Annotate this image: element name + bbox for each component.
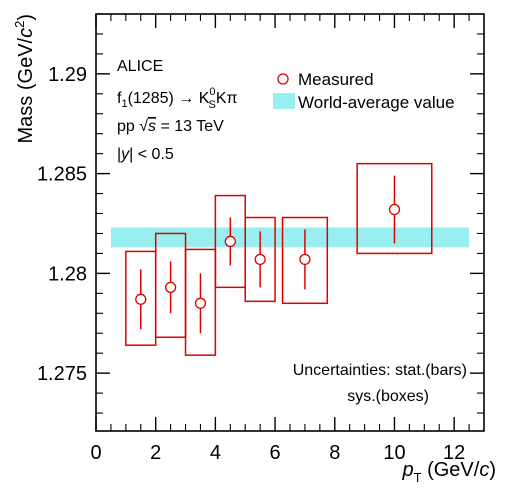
x-axis-unit-pre: (GeV/ (422, 459, 480, 481)
y-axis-title: Mass (GeV/c2) (12, 14, 37, 143)
system-s: s (148, 118, 156, 135)
data-point (254, 253, 266, 266)
sys-box (244, 216, 276, 303)
legend-label-measured: Measured (298, 70, 374, 89)
x-axis-symbol: p (401, 459, 413, 481)
data-point (135, 293, 147, 305)
legend-label-world-average: World-average value (298, 93, 455, 112)
x-tick-label: 6 (270, 442, 281, 464)
x-axis-title: pT (GeV/c) (401, 459, 496, 485)
system-pre: pp (117, 118, 139, 135)
annotations: ALICE f1(1285) → K0 SKπ pp √s = 13 TeV |y… (117, 58, 467, 405)
data-point (164, 281, 177, 293)
decay-f-sub: 1 (121, 98, 127, 110)
decay-label: f1(1285) → K0 SKπ (117, 86, 238, 111)
system-label: pp √s = 13 TeV (117, 118, 224, 135)
rapidity-post: < 0.5 (133, 146, 174, 163)
rapidity-bar1: | (117, 146, 121, 163)
x-axis-sub: T (414, 470, 422, 485)
system-sqrt: √ (139, 118, 148, 135)
world-average-band (110, 227, 470, 248)
sys-box (281, 216, 329, 305)
decay-k-sup: 0 (209, 86, 215, 98)
decay-k-sub: S (209, 99, 216, 111)
decay-f: f (117, 90, 122, 107)
uncertainties-line2: sys.(boxes) (347, 388, 429, 405)
decay-rest: Kπ (216, 90, 238, 107)
y-axis-var: c (15, 28, 37, 38)
experiment-label: ALICE (117, 58, 163, 75)
y-tick-label: 1.29 (48, 64, 87, 86)
x-tick-label: 0 (90, 442, 101, 464)
x-axis-unit-var: c (479, 459, 489, 481)
decay-arrow: → (174, 90, 199, 107)
x-axis-unit-post: ) (489, 459, 496, 481)
data-point (388, 203, 401, 216)
legend-marker-measured (277, 73, 289, 85)
y-tick-label: 1.28 (48, 263, 87, 285)
x-tick-label: 12 (443, 442, 465, 464)
y-axis-sup: 2 (12, 21, 27, 28)
legend: Measured World-average value (273, 70, 455, 112)
y-axis-close: ) (15, 14, 37, 21)
x-tick-label: 10 (383, 442, 405, 464)
decay-mass: (1285) (128, 90, 174, 107)
uncertainties-line1: Uncertainties: stat.(bars) (293, 362, 467, 379)
x-tick-label: 8 (329, 442, 340, 464)
x-tick-label: 4 (210, 442, 221, 464)
data-point (299, 253, 311, 266)
decay-k: K (199, 90, 210, 107)
data-point (224, 235, 236, 248)
rapidity-label: |y| < 0.5 (117, 146, 174, 163)
rapidity-bar2: | (129, 146, 133, 163)
x-tick-label: 2 (150, 442, 161, 464)
system-post: = 13 TeV (156, 118, 224, 135)
data-marks (125, 162, 433, 356)
sys-box (356, 162, 433, 255)
y-axis-text: Mass (GeV/ (15, 37, 37, 143)
sys-box (184, 248, 217, 356)
y-tick-label: 1.275 (37, 363, 87, 385)
y-tick-label: 1.285 (37, 164, 87, 186)
rapidity-y: y (120, 146, 130, 163)
legend-swatch-world-average (273, 93, 295, 109)
data-point (194, 297, 207, 309)
axis-ticks (95, 13, 484, 431)
